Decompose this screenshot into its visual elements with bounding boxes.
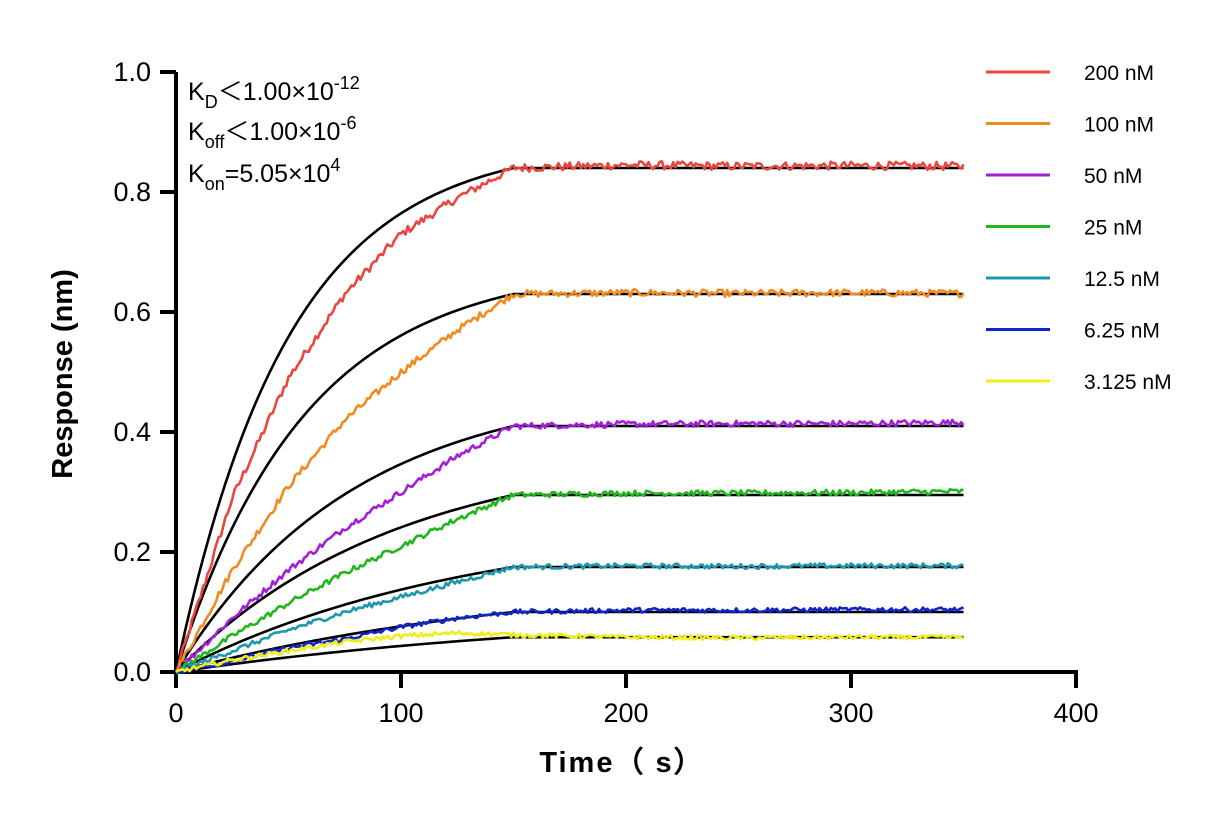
- legend: 200 nM 100 nM 50 nM 25 nM 12.5 nM 6.25 nM 3.12…: [986, 62, 1172, 394]
- axis-ticks: 0 100 200 300 400 0.0 0.2 0.4 0.6 0.8 1.0: [113, 57, 1098, 728]
- y-axis-title: Response (nm): [47, 269, 79, 478]
- y-tick-label: 0.8: [113, 177, 151, 207]
- series-line-6: [175, 629, 965, 674]
- series-line-1: [175, 287, 965, 674]
- series-line-5: [175, 605, 965, 674]
- fit-line-4: [175, 565, 964, 674]
- y-tick-label: 0.4: [113, 417, 151, 447]
- kd-annotation: KD＜1.00×10-12: [188, 73, 360, 112]
- data-lines: [174, 160, 965, 675]
- fit-line-6: [175, 635, 964, 674]
- x-axis-title: Time（ s）: [539, 746, 704, 779]
- legend-label-0: 200 nM: [1084, 62, 1154, 85]
- series-line-0: [174, 160, 965, 673]
- x-tick-label: 400: [1053, 698, 1098, 728]
- fit-line-2: [174, 424, 964, 673]
- fit-line-0: [174, 166, 964, 673]
- legend-label-1: 100 nM: [1084, 114, 1154, 137]
- y-tick-label: 1.0: [113, 57, 151, 87]
- series-line-2: [175, 418, 965, 674]
- x-tick-label: 0: [168, 698, 183, 728]
- legend-label-2: 50 nM: [1084, 165, 1142, 188]
- series-line-4: [175, 562, 964, 674]
- legend-label-4: 12.5 nM: [1084, 268, 1160, 291]
- legend-label-6: 3.125 nM: [1084, 371, 1172, 394]
- kon-annotation: Kon=5.05×104: [188, 155, 340, 194]
- x-tick-label: 200: [603, 698, 648, 728]
- x-tick-label: 100: [378, 698, 423, 728]
- fit-line-3: [175, 493, 964, 673]
- y-tick-label: 0.6: [113, 297, 151, 327]
- legend-label-3: 25 nM: [1084, 217, 1142, 240]
- y-tick-label: 0.0: [113, 657, 151, 687]
- series-line-3: [175, 487, 964, 675]
- kinetic-constants: KD＜1.00×10-12 Koff＜1.00×10-6 Kon=5.05×10…: [188, 73, 360, 194]
- legend-label-5: 6.25 nM: [1084, 320, 1160, 343]
- fit-line-1: [174, 292, 964, 673]
- koff-annotation: Koff＜1.00×10-6: [188, 113, 356, 152]
- y-tick-label: 0.2: [113, 537, 151, 567]
- x-tick-label: 300: [828, 698, 873, 728]
